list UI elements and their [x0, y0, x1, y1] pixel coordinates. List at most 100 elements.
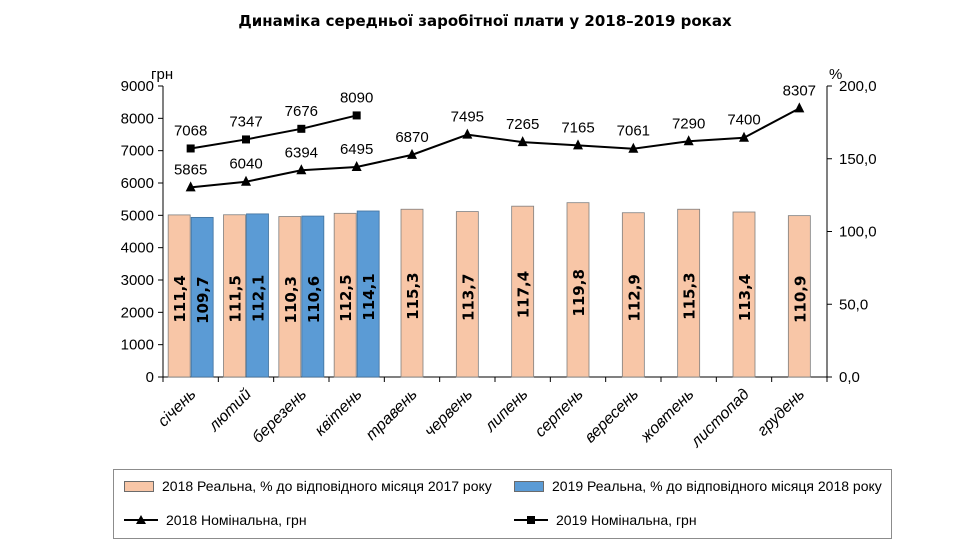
nominal-2019-point: [242, 135, 250, 144]
legend-item-2018-nominal: 2018 Номінальна, грн: [124, 512, 307, 528]
left-tick-label: 1000: [121, 337, 154, 354]
nominal-2018-point: [739, 131, 749, 142]
bar-2018-real: [333, 212, 357, 378]
left-tick-label: 8000: [121, 110, 154, 127]
left-axis-unit: грн: [151, 66, 173, 83]
legend-label-2019-real: 2019 Реальна, % до відповідного місяця 2…: [552, 478, 882, 494]
nominal-2019-point: [352, 111, 361, 120]
nominal-2018-point: [794, 102, 805, 113]
legend-label-2018-nominal: 2018 Номінальна, грн: [166, 512, 307, 528]
bar-label-2018-real: 112,9: [625, 274, 643, 321]
nominal-2018-point: [628, 142, 639, 153]
nominal-2018-label: 6870: [395, 129, 428, 146]
nominal-2019-label: 7347: [229, 113, 262, 130]
bar-2018-real: [223, 214, 246, 378]
nominal-2018-label: 7400: [727, 112, 760, 129]
nominal-2018-label: 6040: [229, 156, 262, 173]
nominal-2018-point: [241, 175, 251, 186]
bar-label-2018-real: 110,3: [282, 276, 300, 323]
nominal-2018-label: 7061: [617, 123, 650, 140]
nominal-2018-point: [573, 139, 583, 150]
bar-2019-real: [301, 215, 325, 378]
bar-2018-real: [400, 208, 424, 378]
nominal-2018-label: 6495: [340, 141, 373, 158]
right-tick-label: 150,0: [839, 151, 877, 168]
bar-2018-real: [566, 202, 590, 378]
legend-item-2019-real: 2019 Реальна, % до відповідного місяця 2…: [514, 478, 882, 494]
legend-label-2019-nominal: 2019 Номінальна, грн: [556, 512, 697, 528]
nominal-2019-label: 7068: [174, 122, 207, 139]
bar-2018-real: [732, 211, 756, 378]
bar-label-2018-real: 113,7: [459, 274, 477, 321]
x-category-label: травень: [363, 386, 421, 444]
nominal-2018-label: 7165: [561, 119, 594, 136]
left-tick-label: 5000: [121, 207, 154, 224]
bar-2018-real: [511, 205, 535, 378]
bar-label-2018-real: 115,3: [404, 272, 422, 319]
bar-2018-real: [278, 216, 302, 378]
triangle-marker-icon: [124, 514, 158, 526]
x-category-label: квітень: [312, 386, 366, 440]
x-category-label: червень: [422, 386, 477, 441]
chart-title: Динаміка середньої заробітної плати у 20…: [238, 12, 732, 30]
nominal-2018-label: 8307: [783, 82, 816, 99]
chart-plot: 0 1000 2000 3000 4000 5000 6000 7000 8000 9000 0,0…: [121, 66, 877, 452]
bar-label-2018-real: 111,5: [227, 275, 245, 322]
bar-2019-real: [356, 210, 380, 378]
x-category-label: грудень: [754, 386, 808, 440]
nominal-2019-point: [297, 124, 306, 133]
nominal-2019-label: 8090: [340, 89, 373, 106]
left-tick-label: 4000: [121, 240, 154, 257]
nominal-2018-point: [683, 135, 694, 146]
nominal-2018-point: [185, 181, 196, 192]
bar-label-2018-real: 113,4: [736, 274, 754, 321]
x-category-label: лютий: [205, 386, 255, 436]
nominal-2018-point: [517, 136, 528, 147]
nominal-2018-line: [190, 107, 800, 189]
bar-2018-real: [167, 214, 191, 378]
chart-legend: 2018 Реальна, % до відповідного місяця 2…: [113, 469, 892, 539]
bar-label-2018-real: 110,9: [791, 276, 809, 323]
bar-label-2018-real: 111,4: [171, 275, 189, 322]
nominal-2018-point: [351, 160, 362, 171]
nominal-2018-label: 6394: [285, 144, 318, 161]
nominal-2019-line: [190, 114, 357, 150]
bar-2018-real: [677, 208, 701, 378]
nominal-2018-label: 7265: [506, 116, 539, 133]
x-category-label: листопад: [687, 386, 753, 452]
square-marker-icon: [514, 514, 548, 526]
nominal-2019-point: [186, 144, 195, 153]
bar-label-2018-real: 117,4: [515, 271, 533, 318]
legend-swatch-2018-real: [124, 480, 154, 492]
left-tick-label: 9000: [121, 78, 154, 95]
bar-label-2018-real: 119,8: [570, 269, 588, 316]
left-tick-label: 3000: [121, 272, 154, 289]
bar-label-2019-real: 114,1: [360, 273, 378, 320]
nominal-2018-label: 7495: [451, 109, 484, 126]
nominal-2018-point: [296, 164, 307, 175]
nominal-2018-point: [407, 148, 417, 159]
nominal-2019-label: 7676: [285, 103, 318, 120]
right-tick-label: 200,0: [839, 78, 877, 95]
x-category-label: вересень: [582, 386, 643, 447]
legend-item-2019-nominal: 2019 Номінальна, грн: [514, 512, 697, 528]
right-axis-unit: %: [829, 66, 842, 83]
bar-label-2018-real: 112,5: [337, 274, 355, 321]
left-tick-label: 7000: [121, 143, 154, 160]
x-category-label: січень: [155, 386, 200, 431]
legend-swatch-2019-real: [514, 480, 544, 492]
right-tick-label: 100,0: [839, 224, 877, 241]
bar-2019-real: [246, 213, 269, 378]
bar-label-2018-real: 115,3: [681, 272, 699, 319]
bar-2018-real: [455, 211, 479, 378]
legend-item-2018-real: 2018 Реальна, % до відповідного місяця 2…: [124, 478, 492, 494]
bar-label-2019-real: 109,7: [194, 276, 212, 323]
bar-2018-real: [787, 215, 811, 378]
bar-label-2019-real: 112,1: [250, 275, 268, 322]
bar-2018-real: [621, 212, 645, 378]
left-tick-label: 0: [146, 369, 154, 386]
left-tick-label: 6000: [121, 175, 154, 192]
bar-2019-real: [190, 216, 214, 378]
legend-label-2018-real: 2018 Реальна, % до відповідного місяця 2…: [162, 478, 492, 494]
x-category-label: липень: [481, 386, 531, 436]
